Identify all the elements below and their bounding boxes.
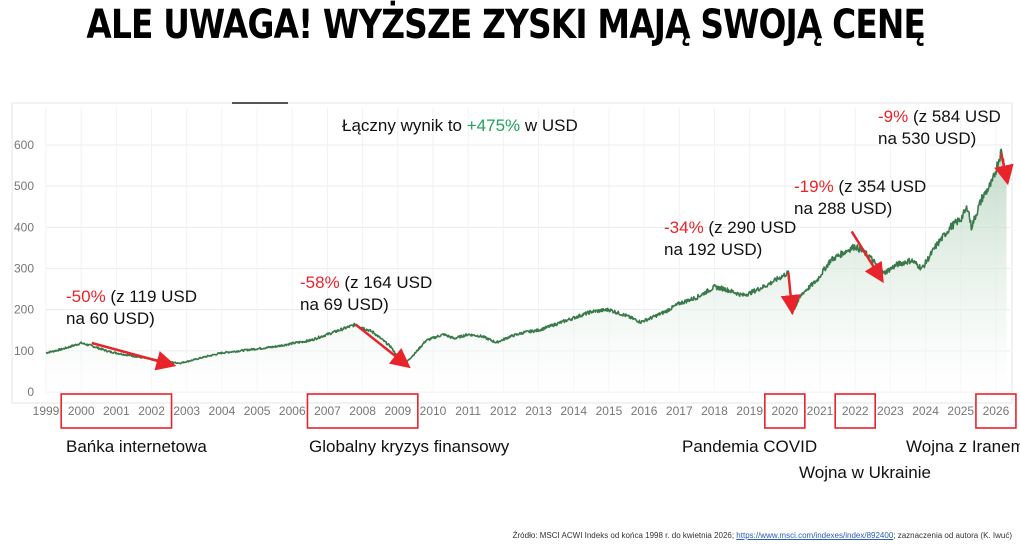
drawdown-to: na 288 USD) [794, 199, 892, 218]
x-tick-label: 2025 [947, 404, 974, 418]
source-prefix: Źródło: MSCI ACWI Indeks od końca 1998 r… [512, 531, 737, 540]
x-tick-label: 2020 [771, 404, 798, 418]
x-tick-label: 2003 [173, 404, 200, 418]
x-tick-label: 2014 [560, 404, 587, 418]
x-tick-label: 2007 [314, 404, 341, 418]
drawdown-arrow [850, 230, 884, 284]
x-tick-label: 2012 [490, 404, 517, 418]
total-result: Łączny wynik to +475% w USD [342, 116, 578, 135]
chart-frame [11, 102, 1013, 404]
drawdown-label: -34% (z 290 USD [664, 218, 796, 237]
source-link[interactable]: https://www.msci.com/indexes/index/89240… [736, 531, 894, 540]
x-tick-label: 2017 [666, 404, 693, 418]
y-tick-label: 300 [14, 262, 34, 276]
x-tick-label: 2002 [138, 404, 165, 418]
x-tick-label: 2026 [983, 404, 1010, 418]
drawdown-arrow [994, 152, 1014, 186]
drawdown-to: na 60 USD) [66, 309, 155, 328]
y-axis: 0 100 200 300 400 500 600 [14, 138, 34, 399]
event-label: Bańka internetowa [66, 437, 207, 456]
drawdown-arrow [91, 341, 177, 371]
drawdown-from: (z 290 USD [704, 218, 797, 237]
highlight-box [306, 393, 419, 429]
x-axis: 1999 2000 2001 2002 2003 2004 2005 2006 2007 2008… [33, 404, 1010, 418]
series-layer [45, 148, 1008, 392]
y-tick-label: 200 [14, 303, 34, 317]
event-label: Wojna w Ukrainie [799, 463, 931, 482]
drawdown-from: (z 354 USD [834, 177, 927, 196]
highlight-box [764, 393, 806, 429]
x-tick-label: 2008 [349, 404, 376, 418]
drawdown-arrow [354, 323, 411, 369]
x-tick-label: 2009 [384, 404, 411, 418]
y-tick-label: 400 [14, 220, 34, 234]
drawdown-pct: -9% [878, 107, 908, 126]
x-tick-label: 2000 [68, 404, 95, 418]
source-suffix: ; zaznaczenia od autora (K. Iwuć) [893, 531, 1012, 540]
drawdown-from: (z 164 USD [340, 273, 433, 292]
drawdown-annotations: -50% (z 119 USD na 60 USD) -58% (z 164 USD… [66, 107, 1001, 328]
x-tick-label: 2016 [631, 404, 658, 418]
y-tick-label: 100 [14, 344, 34, 358]
drawdown-label: -19% (z 354 USD [794, 177, 926, 196]
chart-border [11, 102, 1013, 404]
drawdown-label: -50% (z 119 USD [66, 287, 197, 306]
highlight-boxes [60, 393, 1017, 429]
x-tick-label: 2010 [420, 404, 447, 418]
drawdown-pct: -19% [794, 177, 834, 196]
x-tick-label: 2024 [912, 404, 939, 418]
x-tick-label: 2001 [103, 404, 130, 418]
drawdown-to: na 69 USD) [300, 295, 389, 314]
y-tick-label: 0 [27, 385, 34, 399]
drawdown-from: (z 584 USD [908, 107, 1001, 126]
x-tick-label: 2013 [525, 404, 552, 418]
headline: ALE UWAGA! WYŻSZE ZYSKI MAJĄ SWOJĄ CENĘ [86, 2, 926, 48]
event-label: Globalny kryzys finansowy [309, 437, 510, 456]
x-tick-label: 2018 [701, 404, 728, 418]
highlight-box [60, 393, 173, 429]
drawdown-arrows [91, 152, 1014, 371]
drawdown-to: na 192 USD) [664, 240, 762, 259]
drawdown-from: (z 119 USD [106, 287, 197, 306]
x-tick-label: 2004 [209, 404, 236, 418]
event-labels: Bańka internetowa Globalny kryzys finanso… [66, 437, 1020, 482]
event-label: Pandemia COVID [682, 437, 817, 456]
x-tick-label: 2011 [455, 404, 481, 418]
x-tick-label: 2023 [877, 404, 904, 418]
drawdown-label: -9% (z 584 USD [878, 107, 1001, 126]
x-tick-label: 1999 [33, 404, 60, 418]
drawdown-arrow [780, 272, 801, 316]
highlight-box [975, 393, 1017, 429]
x-tick-label: 2021 [807, 404, 834, 418]
series-area [46, 149, 1007, 392]
drawdown-pct: -34% [664, 218, 704, 237]
source-note: Źródło: MSCI ACWI Indeks od końca 1998 r… [513, 531, 1012, 540]
x-tick-label: 2006 [279, 404, 306, 418]
drawdown-label: -58% (z 164 USD [300, 273, 432, 292]
drawdown-pct: -50% [66, 287, 106, 306]
x-tick-label: 2015 [596, 404, 623, 418]
highlight-box [834, 393, 876, 429]
drawdown-pct: -58% [300, 273, 340, 292]
y-tick-label: 600 [14, 138, 34, 152]
event-label: Wojna z Iranem [906, 437, 1020, 456]
x-tick-label: 2019 [736, 404, 763, 418]
y-tick-label: 500 [14, 179, 34, 193]
series-line [45, 148, 1008, 365]
x-tick-label: 2022 [842, 404, 869, 418]
x-tick-label: 2005 [244, 404, 271, 418]
drawdown-to: na 530 USD) [878, 129, 976, 148]
